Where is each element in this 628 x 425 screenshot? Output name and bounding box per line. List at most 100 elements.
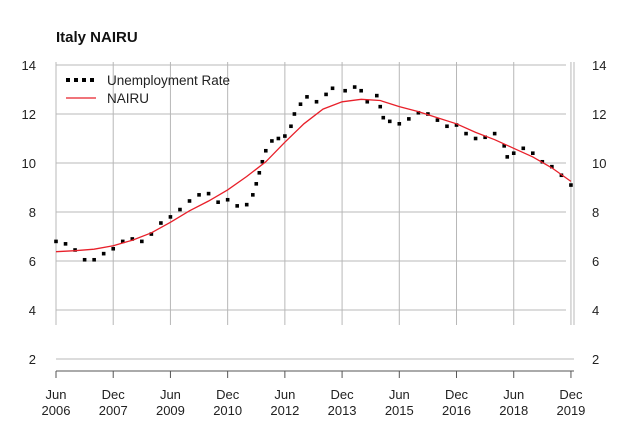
y-tick-label-left: 12 xyxy=(22,107,36,122)
data-point xyxy=(168,215,173,219)
series-0 xyxy=(54,85,573,262)
data-point xyxy=(492,131,497,136)
y-tick-label-right: 4 xyxy=(592,303,599,318)
series xyxy=(54,85,573,262)
data-point xyxy=(254,182,259,186)
y-tick-label-left: 2 xyxy=(29,352,36,367)
data-point xyxy=(505,155,510,159)
y-tick-label-left: 10 xyxy=(22,156,36,171)
data-point xyxy=(82,257,87,262)
data-point xyxy=(397,122,402,126)
data-point xyxy=(511,151,516,155)
data-point xyxy=(140,239,144,244)
y-tick-label-left: 14 xyxy=(22,58,36,73)
data-point xyxy=(187,199,192,203)
x-tick-month: Jun xyxy=(503,387,524,402)
y-tick-label-right: 8 xyxy=(592,205,599,220)
y-tick-label-right: 2 xyxy=(592,352,599,367)
data-point xyxy=(63,242,68,246)
data-point xyxy=(244,202,249,207)
series-1 xyxy=(55,98,572,253)
x-tick-year: 2006 xyxy=(42,403,71,418)
data-point xyxy=(305,95,309,99)
data-point xyxy=(531,151,535,155)
y-tick-label-left: 4 xyxy=(29,303,36,318)
legend-label: NAIRU xyxy=(107,91,149,106)
x-tick-month: Dec xyxy=(331,387,355,402)
data-point xyxy=(343,88,347,93)
x-tick-month: Jun xyxy=(274,387,295,402)
data-point xyxy=(381,115,386,120)
x-tick-year: 2015 xyxy=(385,403,414,418)
data-point xyxy=(569,183,573,187)
y-tick-label-right: 6 xyxy=(592,254,599,269)
data-point xyxy=(159,221,163,225)
data-point xyxy=(270,139,274,143)
data-point xyxy=(197,193,201,197)
data-point xyxy=(260,159,265,164)
chart-title: Italy NAIRU xyxy=(56,29,138,46)
data-point xyxy=(73,248,77,252)
x-tick-year: 2012 xyxy=(270,403,299,418)
data-point xyxy=(407,117,411,121)
data-point xyxy=(378,104,383,109)
data-point xyxy=(521,146,526,151)
data-point xyxy=(550,164,554,169)
legend-swatch-dot xyxy=(66,78,70,82)
data-point xyxy=(365,99,370,104)
x-tick-year: 2009 xyxy=(156,403,185,418)
data-point xyxy=(502,144,506,148)
data-point xyxy=(387,119,392,124)
x-tick-year: 2010 xyxy=(213,403,242,418)
legend-swatch-dot xyxy=(74,78,78,82)
data-point xyxy=(111,246,116,251)
data-point xyxy=(120,239,125,244)
data-point xyxy=(289,124,293,129)
data-point xyxy=(473,136,478,141)
data-point xyxy=(130,237,135,241)
legend-swatch-dot xyxy=(90,78,94,82)
y-tick-label-right: 12 xyxy=(592,107,606,122)
x-tick-month: Dec xyxy=(559,387,583,402)
data-point xyxy=(235,204,239,208)
data-point xyxy=(149,232,154,236)
data-point xyxy=(283,134,287,138)
data-point xyxy=(374,93,379,98)
data-point xyxy=(257,171,262,175)
legend-swatch-dot xyxy=(82,78,86,82)
x-tick-month: Jun xyxy=(389,387,410,402)
data-point xyxy=(483,135,487,140)
y-tick-label-left: 8 xyxy=(29,205,36,220)
data-point xyxy=(359,88,363,93)
data-point xyxy=(435,118,440,122)
data-point xyxy=(92,257,96,262)
data-point xyxy=(263,148,268,153)
x-tick-month: Jun xyxy=(46,387,67,402)
data-point xyxy=(324,92,328,97)
data-point xyxy=(251,193,255,197)
grid xyxy=(55,62,575,360)
data-point xyxy=(330,86,335,91)
legend: Unemployment Rate NAIRU xyxy=(66,73,230,106)
data-point xyxy=(54,239,58,244)
data-point xyxy=(101,251,106,256)
data-point xyxy=(416,110,421,115)
x-tick-year: 2007 xyxy=(99,403,128,418)
x-tick-month: Dec xyxy=(445,387,469,402)
y-tick-label-right: 14 xyxy=(592,58,606,73)
x-tick-month: Jun xyxy=(160,387,181,402)
data-point xyxy=(454,123,459,127)
x-tick-year: 2016 xyxy=(442,403,471,418)
y-tick-label-left: 6 xyxy=(29,254,36,269)
legend-label: Unemployment Rate xyxy=(107,73,230,88)
data-point xyxy=(276,136,281,141)
data-point xyxy=(206,191,211,196)
x-tick-year: 2018 xyxy=(499,403,528,418)
data-point xyxy=(178,207,182,212)
data-point xyxy=(445,124,449,129)
data-point xyxy=(298,102,303,106)
data-point xyxy=(292,112,297,116)
data-point xyxy=(352,85,357,89)
